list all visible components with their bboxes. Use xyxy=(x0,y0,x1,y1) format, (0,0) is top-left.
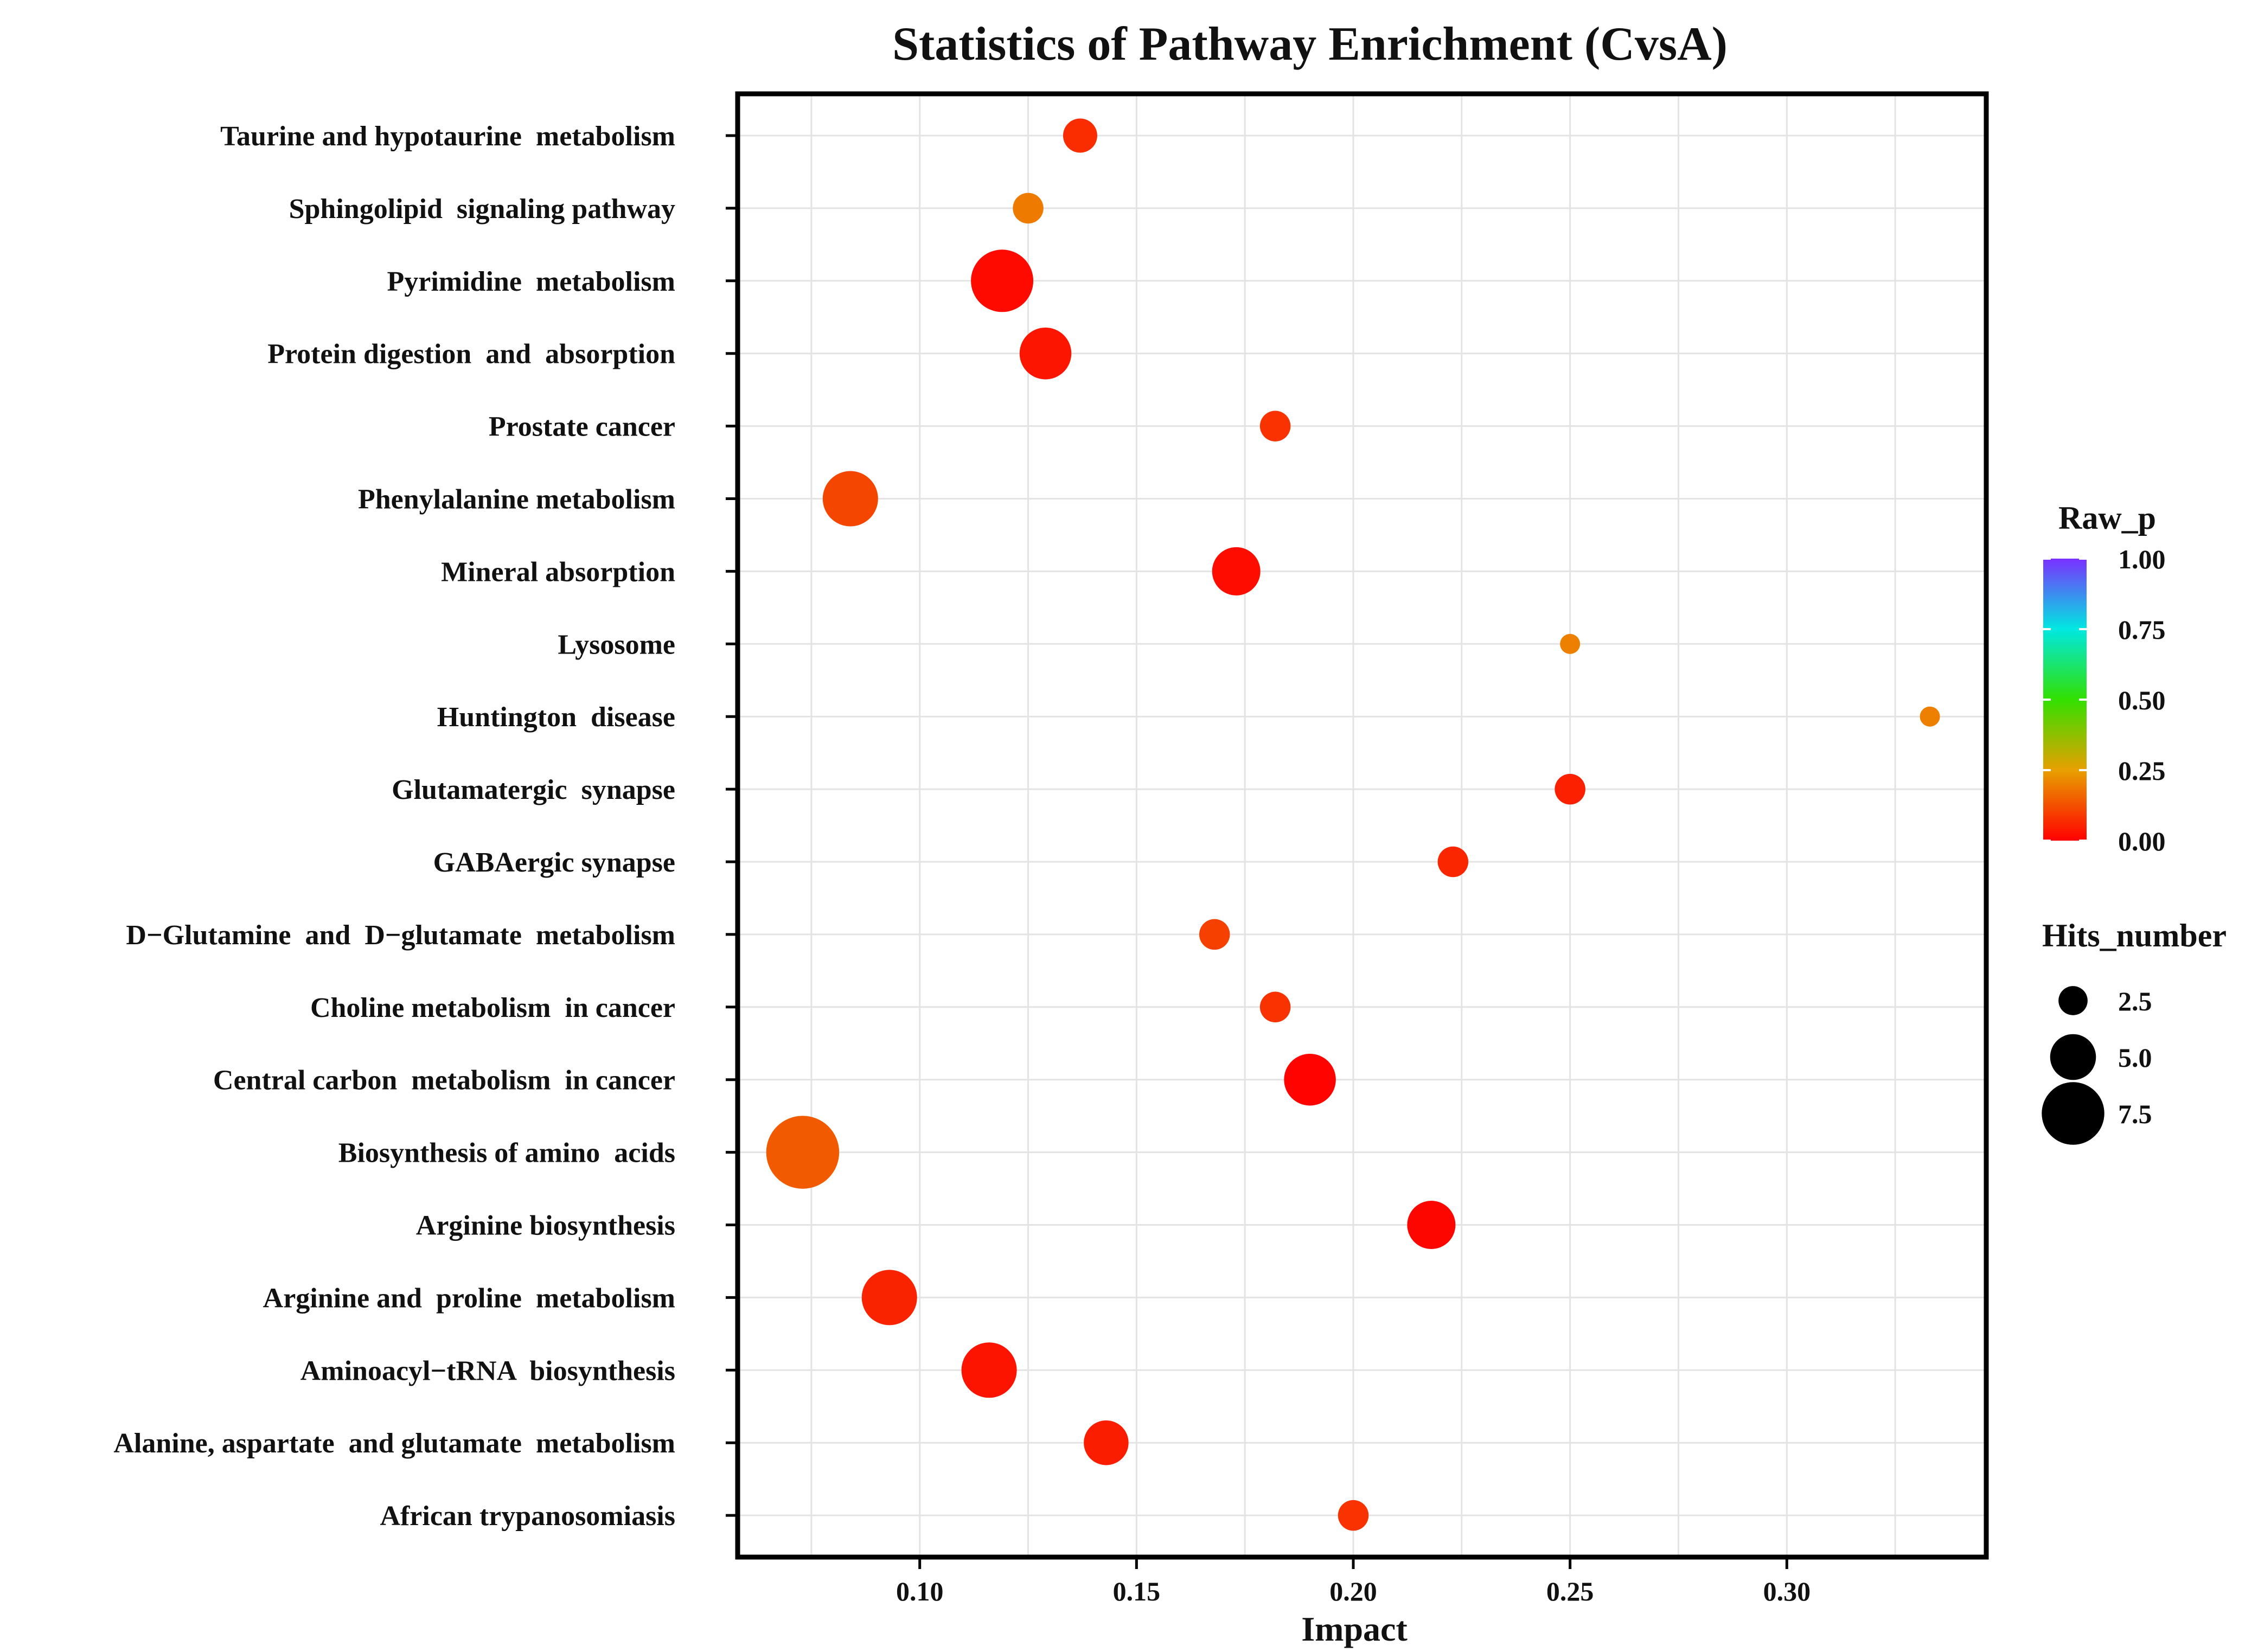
raw-p-legend-title: Raw_p xyxy=(2058,500,2156,536)
data-point xyxy=(1407,1201,1456,1249)
hits-number-legend-title: Hits_number xyxy=(2042,918,2227,953)
pathway-label: GABAergic synapse xyxy=(433,847,675,878)
x-axis: 0.10 0.15 0.20 0.25 0.30 xyxy=(896,1557,1811,1606)
data-point xyxy=(1259,411,1291,441)
plot-frame xyxy=(735,91,1989,1560)
size-legend-dot xyxy=(2058,986,2088,1015)
data-point xyxy=(1920,706,1940,727)
pathway-label: Biosynthesis of amino acids xyxy=(338,1138,675,1169)
x-tick-label: 0.10 xyxy=(896,1576,944,1606)
x-tick-label: 0.25 xyxy=(1546,1576,1594,1606)
pathway-label: D−Glutamine and D−glutamate metabolism xyxy=(126,920,675,951)
data-point xyxy=(1063,118,1097,153)
data-point xyxy=(971,249,1034,312)
grid xyxy=(738,94,1986,1557)
pathway-label: Phenylalanine metabolism xyxy=(358,484,675,515)
pathway-label: Choline metabolism in cancer xyxy=(310,993,675,1023)
pathway-label: Alanine, aspartate and glutamate metabol… xyxy=(113,1428,675,1459)
pathway-labels: Taurine and hypotaurine metabolism Sphing… xyxy=(113,121,738,1532)
pathway-label: African trypanosomiasis xyxy=(380,1501,675,1532)
data-point xyxy=(822,471,878,527)
color-legend-label: 1.00 xyxy=(2118,544,2166,574)
color-legend-label: 0.00 xyxy=(2118,826,2166,856)
x-tick-label: 0.20 xyxy=(1329,1576,1377,1606)
pathway-label: Pyrimidine metabolism xyxy=(387,266,675,297)
size-legend-dot xyxy=(2042,1082,2105,1145)
data-point xyxy=(1084,1420,1129,1465)
pathway-label: Glutamatergic synapse xyxy=(392,774,675,805)
size-legend-label: 2.5 xyxy=(2118,986,2152,1016)
pathway-label: Protein digestion and absorption xyxy=(267,339,675,370)
pathway-label: Taurine and hypotaurine metabolism xyxy=(220,121,675,152)
pathway-label: Aminoacyl−tRNA biosynthesis xyxy=(300,1355,675,1386)
pathway-label: Central carbon metabolism in cancer xyxy=(213,1065,675,1096)
hits-number-size-legend: Hits_number 2.5 5.0 7.5 xyxy=(2042,918,2227,1145)
data-points xyxy=(766,118,1940,1531)
data-point xyxy=(766,1116,840,1189)
pathway-label: Prostate cancer xyxy=(489,412,675,443)
data-point xyxy=(1212,547,1261,596)
pathway-label: Arginine and proline metabolism xyxy=(263,1283,675,1314)
color-legend-label: 0.25 xyxy=(2118,755,2166,786)
data-point xyxy=(1338,1500,1369,1531)
x-tick-label: 0.30 xyxy=(1763,1576,1811,1606)
pathway-label: Mineral absorption xyxy=(441,556,675,587)
data-point xyxy=(1437,846,1469,878)
size-legend-label: 7.5 xyxy=(2118,1099,2152,1129)
chart-title: Statistics of Pathway Enrichment (CvsA) xyxy=(892,18,1728,71)
data-point xyxy=(961,1342,1017,1398)
x-axis-title: Impact xyxy=(1301,1610,1408,1648)
color-legend-label: 0.50 xyxy=(2118,685,2166,715)
data-point xyxy=(1555,773,1585,805)
size-legend-dot xyxy=(2050,1034,2096,1080)
data-point xyxy=(861,1270,917,1326)
size-legend-label: 5.0 xyxy=(2118,1042,2152,1073)
data-point xyxy=(1259,991,1291,1023)
color-legend-label: 0.75 xyxy=(2118,614,2166,645)
raw-p-color-legend: Raw_p 1.00 0.75 0.50 0.25 0.00 xyxy=(2043,500,2166,856)
x-tick-label: 0.15 xyxy=(1113,1576,1161,1606)
data-point xyxy=(1013,193,1044,224)
pathway-label: Huntington disease xyxy=(437,702,675,733)
data-point xyxy=(1284,1053,1336,1106)
data-point xyxy=(1019,327,1072,380)
pathway-label: Sphingolipid signaling pathway xyxy=(289,194,675,225)
data-point xyxy=(1199,919,1230,950)
pathway-label: Arginine biosynthesis xyxy=(416,1211,675,1241)
data-point xyxy=(1560,633,1581,654)
pathway-label: Lysosome xyxy=(558,629,675,660)
